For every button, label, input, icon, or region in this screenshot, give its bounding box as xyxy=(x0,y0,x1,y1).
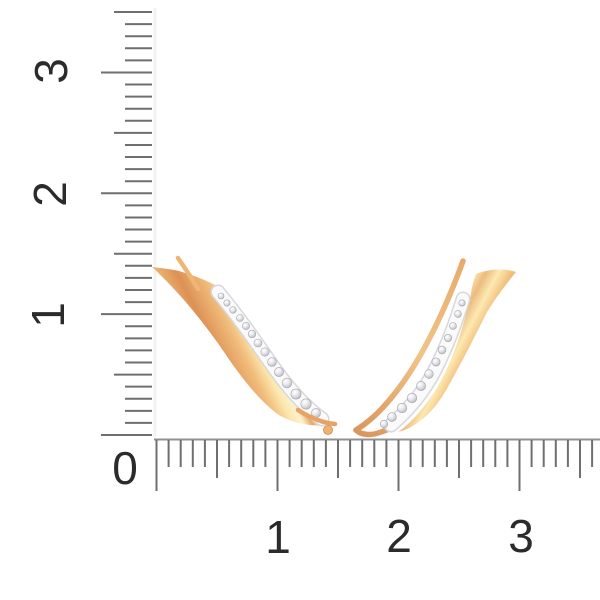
diamond-stone xyxy=(431,357,441,367)
diamond-stone xyxy=(424,369,434,379)
vertical-ruler-label-2: 2 xyxy=(24,181,76,207)
horizontal-ruler-ticks xyxy=(155,440,594,491)
right-earring-diamond-channel xyxy=(385,293,469,431)
right-earring-stones xyxy=(379,299,466,429)
diamond-stone xyxy=(387,412,397,422)
vertical-ruler-label-1: 1 xyxy=(22,302,74,328)
horizontal-ruler xyxy=(154,438,600,491)
horizontal-ruler-label-1: 1 xyxy=(265,511,291,563)
diamond-stone xyxy=(281,377,293,389)
diamond-stone xyxy=(396,402,408,414)
ruler-origin-label: 0 xyxy=(112,442,138,494)
diamond-stone xyxy=(290,388,302,400)
diamond-stone xyxy=(443,333,452,342)
diamond-stone xyxy=(267,357,277,367)
left-earring-prong xyxy=(175,255,201,292)
vertical-ruler-label-3: 3 xyxy=(25,58,77,84)
diamond-stone xyxy=(300,398,312,410)
diamond-stone xyxy=(449,322,457,330)
vertical-ruler xyxy=(101,8,157,437)
right-earring-wire xyxy=(353,258,466,433)
diamond-stone xyxy=(437,345,447,355)
vertical-ruler-ticks xyxy=(101,11,152,436)
right-earring-leaf-body xyxy=(398,269,516,432)
diamond-stone xyxy=(406,392,418,404)
diamond-stone xyxy=(416,381,426,391)
left-earring xyxy=(152,255,338,435)
horizontal-ruler-label-2: 2 xyxy=(386,510,412,562)
diamond-stone xyxy=(247,329,257,339)
diamond-stone xyxy=(458,299,466,307)
diamond-stone xyxy=(253,338,263,348)
diamond-stone xyxy=(454,310,462,318)
left-earring-tip xyxy=(295,407,338,427)
left-earring-stones xyxy=(217,292,321,418)
diamond-stone xyxy=(223,299,231,307)
left-earring-post-nub xyxy=(323,425,333,435)
diamond-stone xyxy=(217,292,225,300)
diamond-stone xyxy=(274,367,284,377)
diamond-stone xyxy=(236,314,244,322)
right-earring xyxy=(353,258,516,438)
diamond-stone xyxy=(242,322,250,330)
horizontal-ruler-label-3: 3 xyxy=(508,510,534,562)
diamond-stone xyxy=(379,419,389,429)
diamond-stone xyxy=(229,306,237,314)
diamond-stone xyxy=(260,347,270,357)
